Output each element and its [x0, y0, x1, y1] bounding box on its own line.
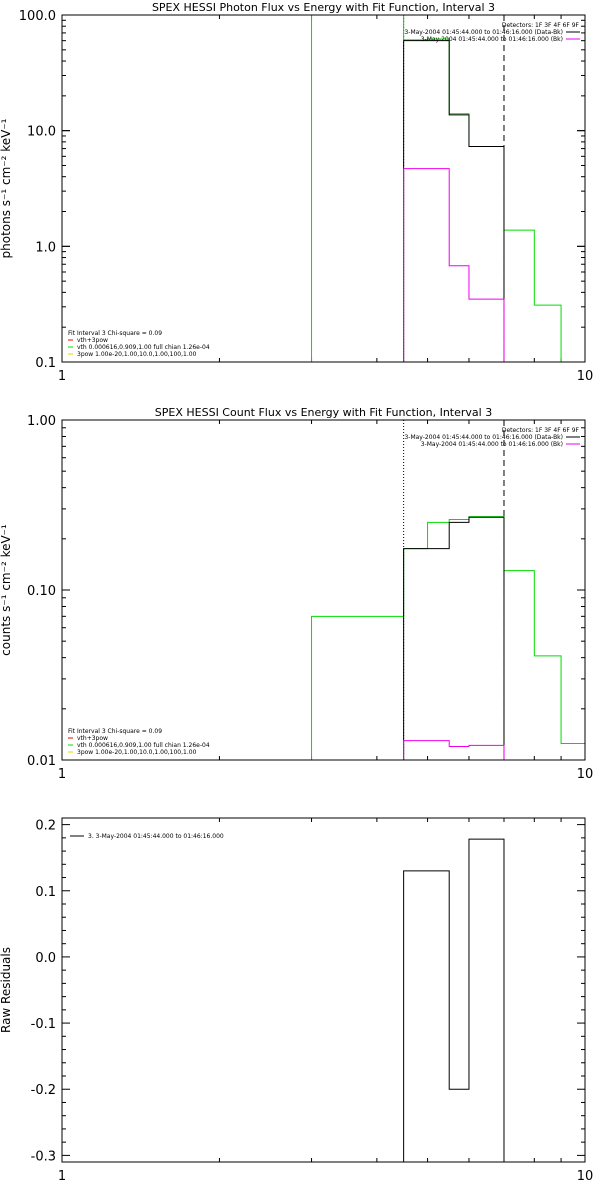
series-line-1	[403, 838, 505, 1162]
x-tick-label: 10	[577, 1169, 594, 1184]
legend-entry: 3pow 1.00e-20,1.00,10.0,1.00,100,1.00	[77, 749, 197, 756]
series-line-3	[403, 168, 505, 362]
legend-top: Detectors: 1F 3F 4F 6F 9F3-May-2004 01:4…	[404, 427, 580, 448]
legend-top: 3. 3-May-2004 01:45:44.000 to 01:46:16.0…	[70, 833, 224, 840]
legend-entry: 3. 3-May-2004 01:45:44.000 to 01:46:16.0…	[88, 833, 224, 840]
chart-panel-1: SPEX HESSI Photon Flux vs Energy with Fi…	[0, 1, 593, 384]
y-tick-label: 0.1	[35, 885, 56, 900]
y-tick-label: -0.3	[31, 1149, 56, 1164]
y-tick-label: -0.1	[31, 1017, 56, 1032]
y-tick-label: -0.2	[31, 1083, 56, 1098]
series-line-2	[403, 516, 505, 760]
y-tick-label: 0.10	[27, 584, 56, 599]
x-tick-label: 1	[58, 767, 66, 782]
legend-entry: 3-May-2004 01:45:44.000 to 01:46:16.000 …	[421, 441, 563, 448]
legend-entry: vth+3pow	[77, 337, 108, 344]
y-tick-label: 10.0	[27, 125, 56, 140]
legend-bottom: Fit Interval 3 Chi-square = 0.09vth+3pow…	[68, 728, 210, 756]
legend-entry: 3-May-2004 01:45:44.000 to 01:46:16.000 …	[404, 434, 563, 441]
legend-entry: Fit Interval 3 Chi-square = 0.09	[68, 330, 162, 337]
plot-frame	[61, 817, 586, 1163]
legend-entry: vth 0.000616,0.909,1.00 full chian 1.26e…	[77, 742, 210, 749]
y-axis-label: photons s⁻¹ cm⁻² keV⁻¹	[0, 118, 13, 258]
y-tick-label: 100.0	[19, 9, 56, 24]
series-group	[311, 516, 585, 760]
legend-entry: Detectors: 1F 3F 4F 6F 9F	[502, 22, 580, 29]
chart-panel-3: Raw Residuals 1 10 0.2 0.1 0.0 -0.1 -0.2 -0.3 3. …	[0, 817, 594, 1184]
chart-panel-2: SPEX HESSI Count Flux vs Energy with Fit…	[0, 406, 593, 782]
legend-entry: vth 0.000616,0.909,1.00 full chian 1.26e…	[77, 344, 210, 351]
axis-ticks	[61, 14, 586, 363]
series-group	[403, 838, 505, 1162]
legend-entry: 3-May-2004 01:45:44.000 to 01:46:16.000 …	[404, 29, 563, 36]
x-tick-label: 10	[577, 767, 594, 782]
y-axis-label: Raw Residuals	[0, 947, 13, 1033]
y-tick-label: 0.0	[35, 951, 56, 966]
legend-top: Detectors: 1F 3F 4F 6F 9F3-May-2004 01:4…	[404, 22, 580, 43]
y-tick-label: 0.01	[27, 754, 56, 769]
legend-entry: Detectors: 1F 3F 4F 6F 9F	[502, 427, 580, 434]
series-line-1	[311, 516, 585, 760]
plot-frame	[61, 14, 586, 363]
legend-entry: 3-May-2004 01:45:44.000 to 01:46:16.000 …	[421, 36, 563, 43]
y-tick-label: 0.1	[35, 356, 56, 371]
legend-entry: 3pow 1.00e-20,1.00,10.0,1.00,100,1.00	[77, 351, 197, 358]
series-line-3	[403, 740, 505, 760]
y-tick-label: 1.0	[35, 240, 56, 255]
chart-title: SPEX HESSI Photon Flux vs Energy with Fi…	[152, 1, 495, 14]
series-group	[311, 15, 562, 362]
chart-title: SPEX HESSI Count Flux vs Energy with Fit…	[155, 406, 492, 419]
series-line-2	[403, 40, 505, 362]
axis-ticks	[61, 818, 586, 1162]
legend-bottom: Fit Interval 3 Chi-square = 0.09vth+3pow…	[68, 330, 210, 358]
series-line-1	[311, 15, 562, 362]
axis-ticks	[61, 419, 586, 761]
plot-frame	[61, 419, 586, 761]
x-tick-label: 1	[58, 369, 66, 384]
legend-entry: vth+3pow	[77, 735, 108, 742]
legend-entry: Fit Interval 3 Chi-square = 0.09	[68, 728, 162, 735]
y-tick-label: 0.2	[35, 819, 56, 834]
y-axis-label: counts s⁻¹ cm⁻² keV⁻¹	[0, 524, 13, 656]
x-tick-label: 1	[58, 1169, 66, 1184]
x-tick-label: 10	[577, 369, 594, 384]
y-tick-label: 1.00	[27, 414, 56, 429]
